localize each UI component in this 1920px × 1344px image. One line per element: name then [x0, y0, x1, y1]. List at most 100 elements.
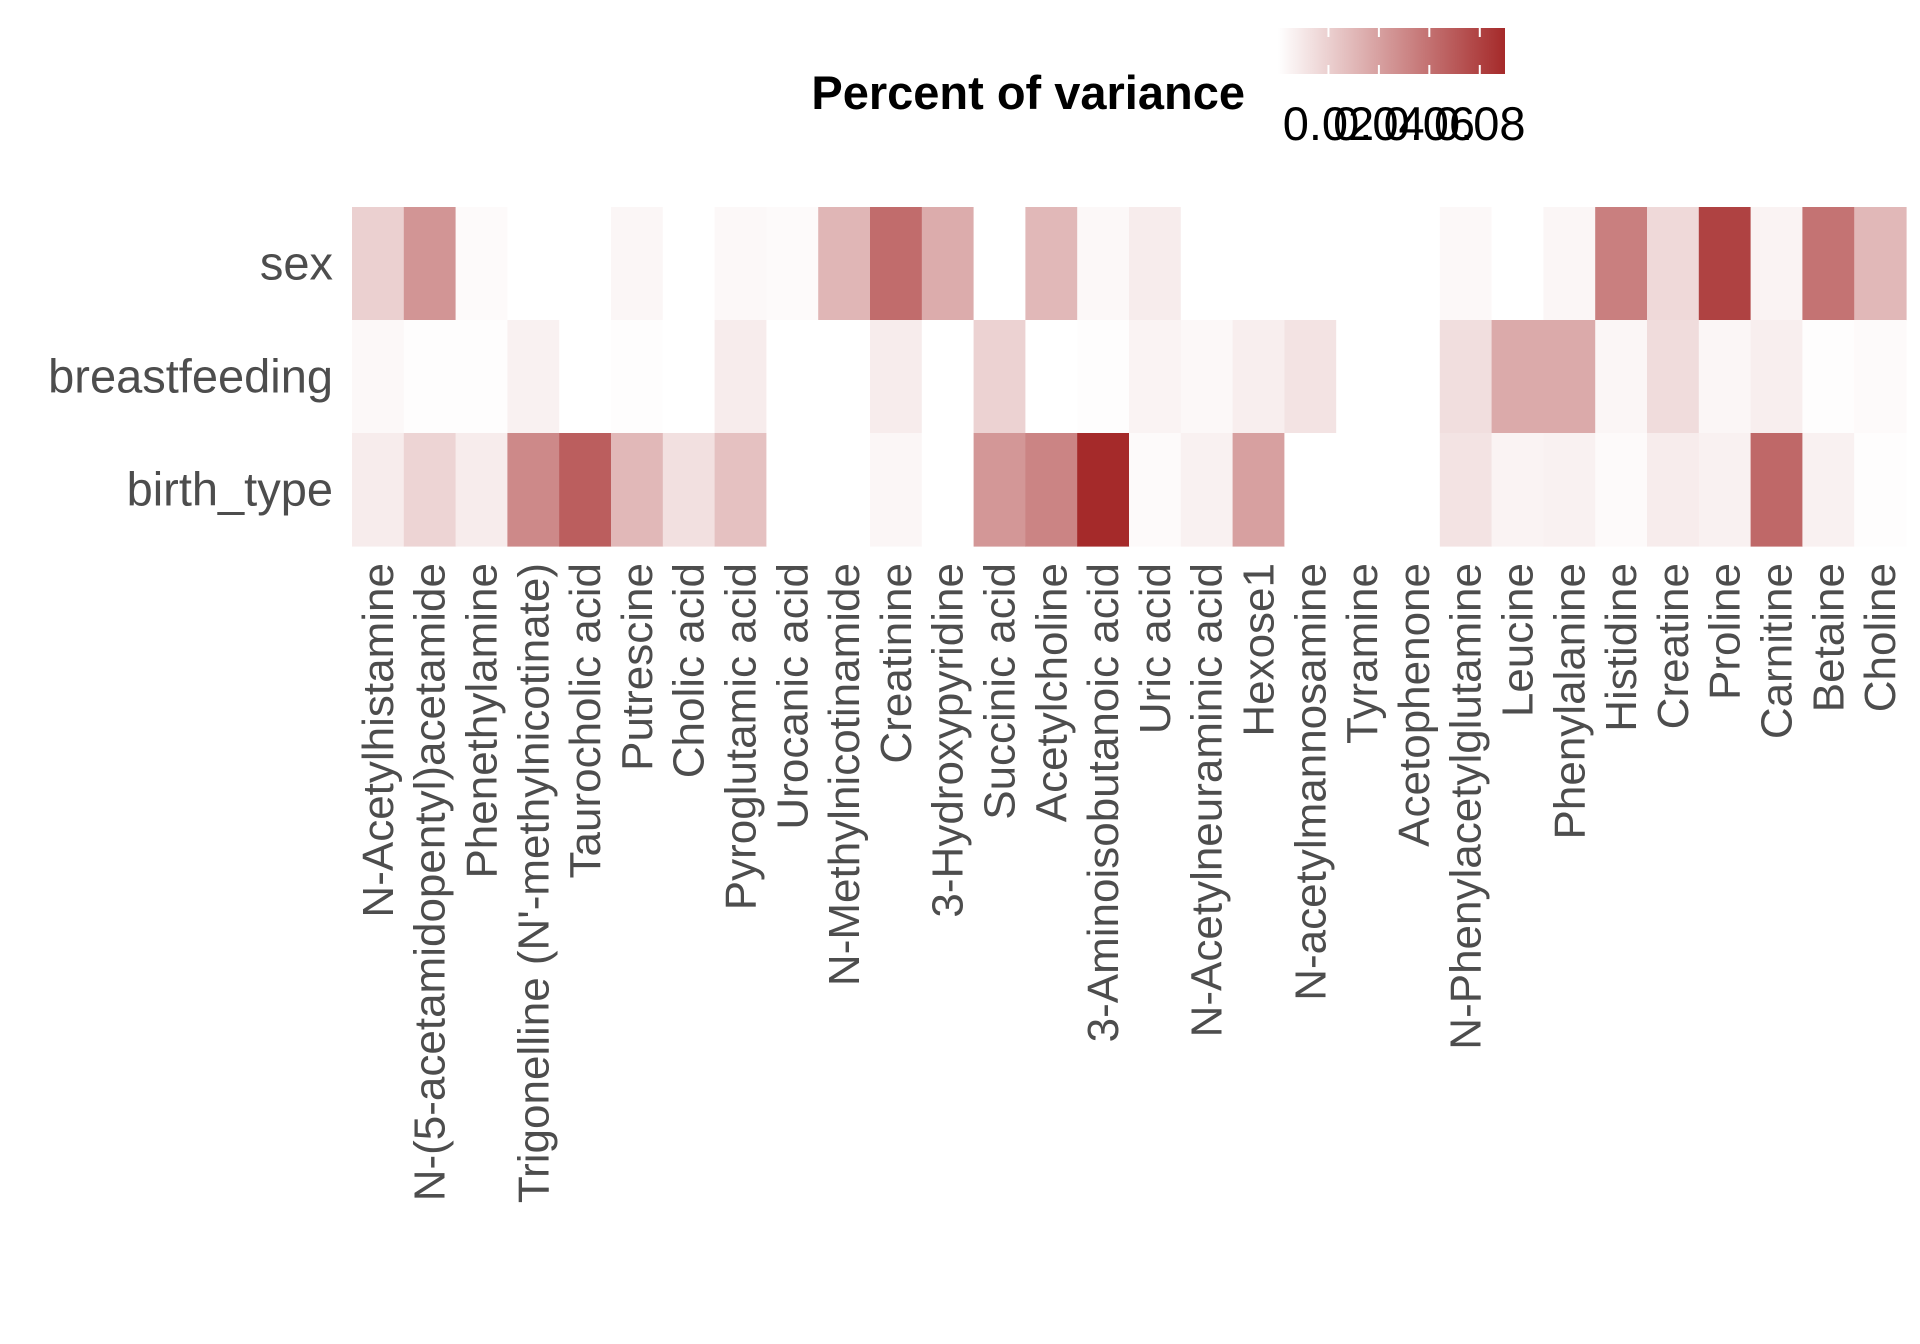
heatmap-cell-breastfeeding-n-5-acetamidopentyl-acetamide	[403, 320, 457, 434]
heatmap-cell-sex-succinic-acid	[973, 207, 1026, 321]
heatmap-cell-birth-type-creatinine	[870, 433, 923, 547]
column-label-succinic-acid: Succinic acid	[976, 563, 1025, 820]
heatmap-cell-sex-proline	[1698, 207, 1752, 321]
legend-tick-label: 0.04	[1333, 97, 1424, 150]
legend-tick-label: 0.06	[1384, 97, 1475, 150]
column-label-proline: Proline	[1701, 563, 1750, 700]
heatmap-cell-sex-n-5-acetamidopentyl-acetamide	[403, 207, 457, 321]
heatmap-cell-breastfeeding-leucine	[1491, 320, 1544, 434]
legend-tick-label: 0.08	[1434, 97, 1525, 150]
column-label-3-aminoisobutanoic-acid: 3-Aminoisobutanoic acid	[1079, 563, 1128, 1042]
heatmap-cell-breastfeeding-creatine	[1647, 320, 1700, 434]
heatmap-cell-sex-uric-acid	[1129, 207, 1182, 321]
heatmap-cell-sex-n-acetylneuraminic-acid	[1180, 207, 1234, 321]
heatmap-cell-breastfeeding-succinic-acid	[973, 320, 1026, 434]
column-label-urocanic-acid: Urocanic acid	[768, 563, 817, 830]
heatmap-cell-birth-type-urocanic-acid	[766, 433, 819, 547]
heatmap-cell-breastfeeding-3-aminoisobutanoic-acid	[1077, 320, 1130, 434]
heatmap-cell-breastfeeding-creatinine	[870, 320, 923, 434]
heatmap-cell-sex-3-hydroxypyridine	[921, 207, 975, 321]
heatmap-cell-birth-type-n-acetylneuraminic-acid	[1180, 433, 1234, 547]
heatmap-cell-sex-tyramine	[1336, 207, 1389, 321]
column-label-betaine: Betaine	[1804, 563, 1853, 712]
heatmap-cell-breastfeeding-n-acetylneuraminic-acid	[1180, 320, 1234, 434]
column-label-n-phenylacetylglutamine: N-Phenylacetylglutamine	[1442, 563, 1491, 1050]
heatmap-cell-breastfeeding-pyroglutamic-acid	[714, 320, 767, 434]
legend-colorbar	[1278, 28, 1505, 74]
column-label-creatine: Creatine	[1649, 563, 1698, 729]
heatmap-cell-sex-taurocholic-acid	[559, 207, 612, 321]
column-label-n-acetylmannosamine: N-acetylmannosamine	[1286, 563, 1335, 1001]
row-label-sex: sex	[260, 237, 333, 290]
column-label-hexose1: Hexose1	[1235, 563, 1284, 737]
column-label-n-acetylhistamine: N-Acetylhistamine	[354, 563, 403, 918]
heatmap-cell-sex-phenethylamine	[455, 207, 508, 321]
heatmap-cell-birth-type-n-acetylhistamine	[352, 433, 405, 547]
column-label-3-hydroxypyridine: 3-Hydroxypyridine	[924, 563, 973, 918]
heatmap-cell-birth-type-histidine	[1595, 433, 1648, 547]
heatmap-cell-sex-putrescine	[611, 207, 664, 321]
heatmap-cell-sex-urocanic-acid	[766, 207, 819, 321]
heatmap-cell-birth-type-phenethylamine	[455, 433, 508, 547]
heatmap-cell-birth-type-taurocholic-acid	[559, 433, 612, 547]
heatmap-cell-breastfeeding-acetylcholine	[1025, 320, 1078, 434]
column-label-putrescine: Putrescine	[613, 563, 662, 771]
column-label-creatinine: Creatinine	[872, 563, 921, 764]
legend-tick-label: 0.02	[1283, 97, 1374, 150]
column-label-acetylcholine: Acetylcholine	[1027, 563, 1076, 822]
heatmap-cell-birth-type-succinic-acid	[973, 433, 1026, 547]
column-label-leucine: Leucine	[1494, 563, 1543, 717]
heatmap-cell-birth-type-creatine	[1647, 433, 1700, 547]
row-labels: sex breastfeeding birth_type	[48, 237, 333, 516]
heatmap-cell-birth-type-cholic-acid	[662, 433, 716, 547]
heatmap-cell-sex-n-acetylhistamine	[352, 207, 405, 321]
row-label-breastfeeding: breastfeeding	[48, 350, 333, 403]
heatmap-cell-birth-type-uric-acid	[1129, 433, 1182, 547]
heatmap-cell-breastfeeding-n-acetylhistamine	[352, 320, 405, 434]
heatmap-cell-sex-betaine	[1802, 207, 1855, 321]
heatmap-cell-sex-n-acetylmannosamine	[1284, 207, 1337, 321]
legend-ticks: 0.020.040.060.08	[1283, 28, 1526, 150]
heatmap-cell-birth-type-phenylalanine	[1543, 433, 1596, 547]
column-label-pyroglutamic-acid: Pyroglutamic acid	[717, 563, 766, 910]
heatmap-cell-breastfeeding-tyramine	[1336, 320, 1389, 434]
heatmap-cell-birth-type-proline	[1698, 433, 1752, 547]
column-labels: N-Acetylhistamine N-(5-acetamidopentyl)ac…	[354, 563, 1905, 1203]
column-label-taurocholic-acid: Taurocholic acid	[561, 563, 610, 879]
heatmap-cell-breastfeeding-putrescine	[611, 320, 664, 434]
heatmap-cell-birth-type-tyramine	[1336, 433, 1389, 547]
heatmap-cell-birth-type-n-phenylacetylglutamine	[1439, 433, 1493, 547]
heatmap-cell-sex-acetylcholine	[1025, 207, 1078, 321]
heatmap-cell-sex-histidine	[1595, 207, 1648, 321]
heatmap-cell-birth-type-3-hydroxypyridine	[921, 433, 975, 547]
heatmap-cell-sex-carnitine	[1750, 207, 1803, 321]
heatmap-cell-birth-type-carnitine	[1750, 433, 1803, 547]
heatmap-cell-sex-acetophenone	[1388, 207, 1441, 321]
heatmap-cell-sex-cholic-acid	[662, 207, 716, 321]
heatmap-cell-breastfeeding-acetophenone	[1388, 320, 1441, 434]
heatmap-cell-sex-pyroglutamic-acid	[714, 207, 767, 321]
column-label-cholic-acid: Cholic acid	[665, 563, 714, 778]
column-label-choline: Choline	[1856, 563, 1905, 712]
heatmap-cell-birth-type-betaine	[1802, 433, 1855, 547]
column-label-phenylalanine: Phenylalanine	[1545, 563, 1594, 839]
heatmap-cell-birth-type-n-acetylmannosamine	[1284, 433, 1337, 547]
heatmap-cell-breastfeeding-uric-acid	[1129, 320, 1182, 434]
heatmap-cell-breastfeeding-taurocholic-acid	[559, 320, 612, 434]
legend: Percent of variance 0.020.040.060.08	[811, 28, 1526, 150]
heatmap-cell-birth-type-trigonelline-n-methylnicotinate	[507, 433, 560, 547]
heatmap-cell-breastfeeding-betaine	[1802, 320, 1855, 434]
heatmap-cell-sex-3-aminoisobutanoic-acid	[1077, 207, 1130, 321]
heatmap-cell-birth-type-3-aminoisobutanoic-acid	[1077, 433, 1130, 547]
heatmap-cell-sex-hexose1	[1232, 207, 1285, 321]
column-label-n-acetylneuraminic-acid: N-Acetylneuraminic acid	[1183, 563, 1232, 1037]
heatmap-cell-birth-type-acetophenone	[1388, 433, 1441, 547]
column-label-carnitine: Carnitine	[1753, 563, 1802, 739]
heatmap-cell-breastfeeding-cholic-acid	[662, 320, 716, 434]
column-label-tyramine: Tyramine	[1338, 563, 1387, 744]
heatmap-cell-sex-creatine	[1647, 207, 1700, 321]
heatmap-cell-breastfeeding-n-acetylmannosamine	[1284, 320, 1337, 434]
heatmap-cell-birth-type-n-5-acetamidopentyl-acetamide	[403, 433, 457, 547]
row-label-birth-type: birth_type	[127, 463, 333, 516]
